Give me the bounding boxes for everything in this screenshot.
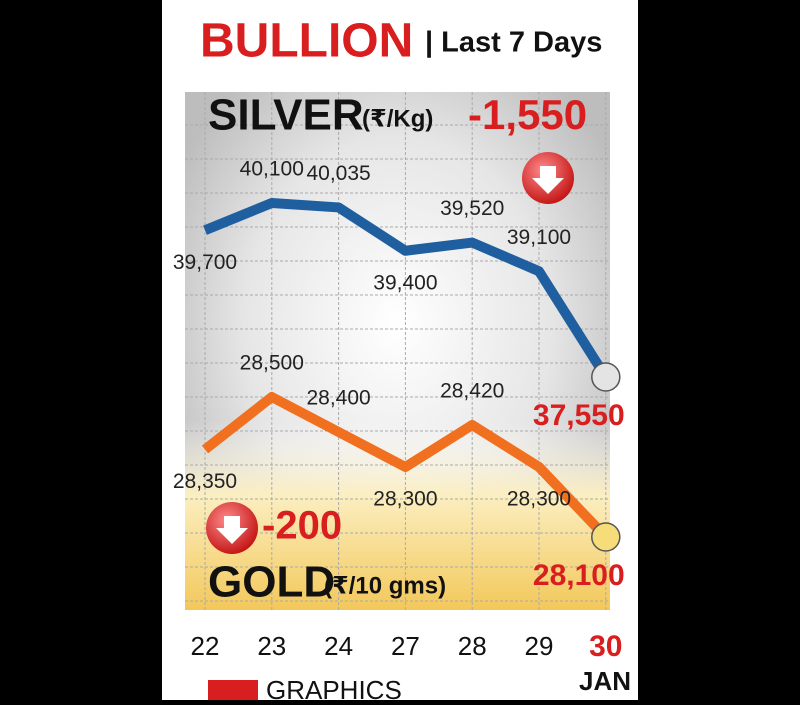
x-tick-label: 29 [525, 631, 554, 661]
x-tick-label: 28 [458, 631, 487, 661]
data-label: 28,400 [306, 387, 370, 410]
data-label: 28,300 [507, 488, 571, 511]
unit: (₹/Kg) [362, 105, 433, 132]
down-arrow [532, 166, 564, 194]
data-label: 39,700 [173, 251, 237, 274]
data-label: 39,520 [440, 197, 504, 220]
x-tick-label: 24 [324, 631, 353, 661]
x-axis-label: JAN [579, 666, 631, 696]
logo [208, 680, 258, 700]
data-label: 40,100 [240, 158, 304, 181]
series-title: SILVER [208, 91, 364, 140]
data-label: 28,100 [533, 559, 625, 592]
change: -200 [262, 504, 342, 548]
series-title: GOLD [208, 558, 335, 607]
x-tick-label: 27 [391, 631, 420, 661]
data-label: 28,420 [440, 380, 504, 403]
end-marker [591, 522, 621, 552]
data-label: 28,500 [240, 352, 304, 375]
down-arrow [216, 516, 248, 544]
data-label: 28,300 [373, 488, 437, 511]
source: GRAPHICS [266, 675, 402, 700]
x-tick-label: 23 [257, 631, 286, 661]
change: -1,550 [468, 91, 587, 138]
data-label: 39,400 [373, 271, 437, 294]
end-marker [591, 362, 621, 392]
data-label: 39,100 [507, 226, 571, 249]
subtitle: | Last 7 Days [425, 27, 602, 59]
chart-title: BULLION [200, 15, 413, 68]
data-label: 40,035 [306, 162, 370, 185]
line [201, 392, 610, 541]
data-label: 28,350 [173, 470, 237, 493]
line [203, 198, 611, 380]
unit: (₹/10 gms) [324, 572, 446, 599]
x-tick-label: 30 [589, 630, 622, 663]
data-label: 37,550 [533, 399, 625, 432]
x-tick-label: 22 [191, 631, 220, 661]
